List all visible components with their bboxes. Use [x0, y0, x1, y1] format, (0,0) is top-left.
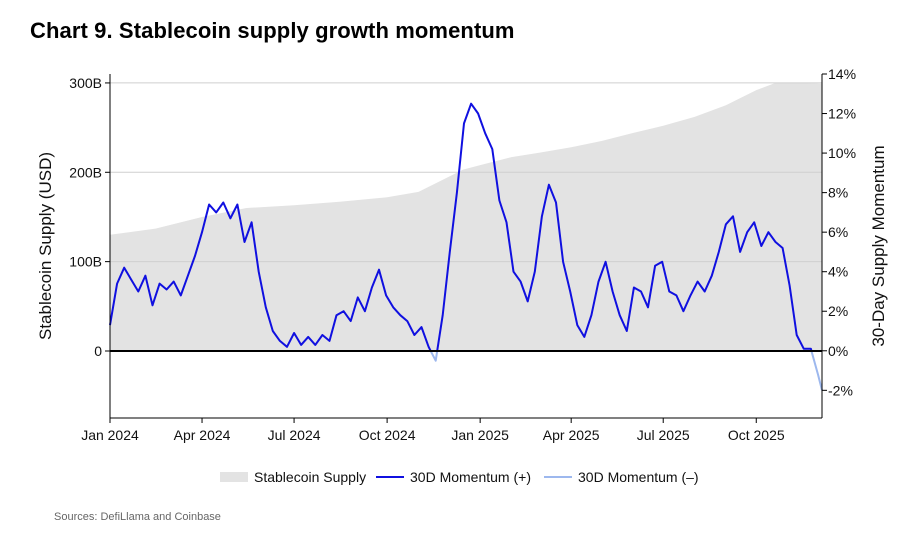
supply-area [110, 82, 822, 352]
y-left-tick-label: 200B [69, 164, 102, 180]
momentum-negative-line [429, 350, 823, 391]
legend-item: 30D Momentum (+) [376, 469, 531, 485]
x-tick-label: Jul 2024 [268, 427, 321, 443]
y-axis-right-title: 30-Day Supply Momentum [869, 145, 888, 346]
x-tick-label: Jul 2025 [637, 427, 690, 443]
y-right-tick-label: 6% [828, 224, 848, 240]
x-tick-label: Oct 2024 [359, 427, 416, 443]
y-right-tick-label: 10% [828, 145, 856, 161]
y-right-tick-label: 4% [828, 264, 848, 280]
y-right-tick-label: 12% [828, 106, 856, 122]
x-tick-label: Jan 2024 [81, 427, 139, 443]
y-left-tick-label: 100B [69, 254, 102, 270]
y-right-tick-label: 0% [828, 343, 848, 359]
x-tick-label: Apr 2024 [174, 427, 231, 443]
y-right-tick-label: 14% [828, 66, 856, 82]
legend-item: 30D Momentum (–) [544, 469, 699, 485]
legend-swatch-area [220, 472, 248, 482]
x-tick-label: Oct 2025 [728, 427, 785, 443]
y-axis-left-title: Stablecoin Supply (USD) [36, 152, 55, 340]
legend-label: 30D Momentum (–) [578, 469, 699, 485]
y-left-tick-label: 0 [94, 343, 102, 359]
source-note: Sources: DefiLlama and Coinbase [54, 511, 221, 523]
legend-item: Stablecoin Supply [220, 469, 366, 485]
legend-label: 30D Momentum (+) [410, 469, 531, 485]
y-right-tick-label: 2% [828, 303, 848, 319]
momentum-positive-line [109, 102, 813, 352]
legend-label: Stablecoin Supply [254, 469, 366, 485]
x-tick-label: Apr 2025 [543, 427, 600, 443]
y-left-tick-label: 300B [69, 75, 102, 91]
chart-title: Chart 9. Stablecoin supply growth moment… [30, 18, 515, 43]
y-right-tick-label: 8% [828, 185, 848, 201]
x-tick-label: Jan 2025 [451, 427, 509, 443]
y-right-tick-label: -2% [828, 382, 853, 398]
